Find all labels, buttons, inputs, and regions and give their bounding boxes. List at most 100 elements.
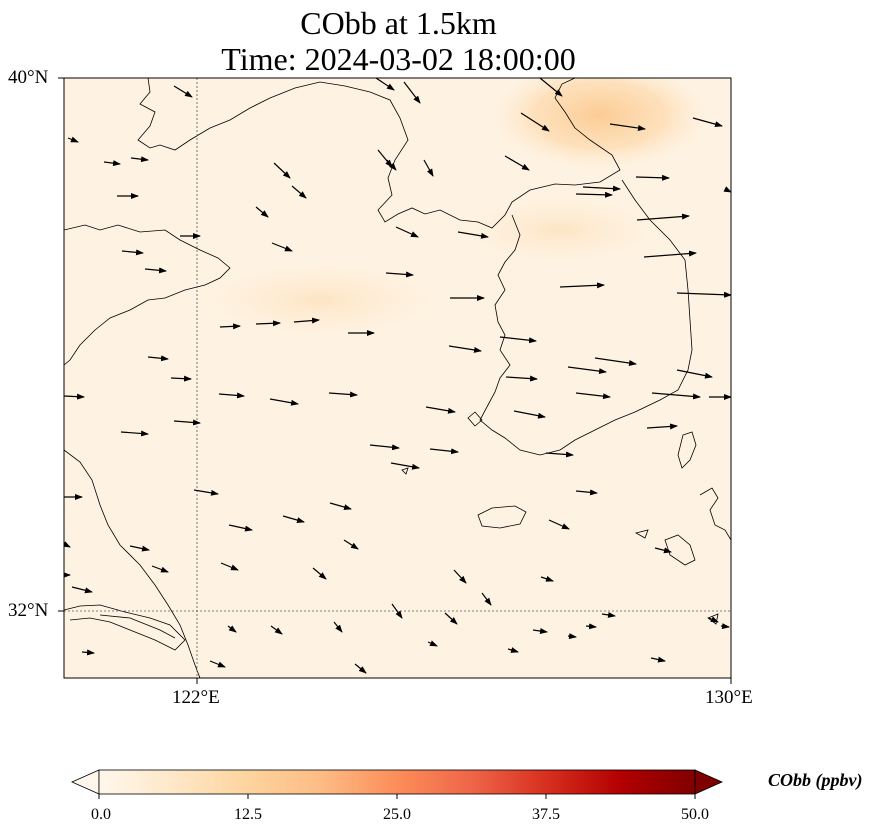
wind-arrow (540, 575, 554, 582)
wind-arrow (147, 355, 169, 362)
wind-arrow (594, 357, 637, 366)
wind-arrow (444, 612, 458, 625)
wind-arrow (646, 423, 678, 430)
wind-arrow (425, 406, 456, 414)
wind-arrow (636, 213, 690, 221)
wind-arrow (429, 448, 459, 455)
colorbar-tick-2: 25.0 (383, 806, 411, 823)
wind-arrow (403, 81, 421, 104)
wind-arrow (390, 462, 420, 470)
colorbar-title: CObb (ppbv) (768, 770, 863, 790)
wind-arrow (720, 623, 730, 630)
wind-arrow (64, 541, 71, 548)
wind-arrow (385, 271, 414, 278)
map-title-line2: Time: 2024-03-02 18:00:00 (221, 41, 576, 77)
wind-arrow (520, 112, 550, 132)
wind-arrow (575, 191, 613, 198)
wind-arrow (585, 623, 597, 630)
wind-arrow (676, 291, 731, 298)
wind-arrow (427, 640, 438, 647)
wind-arrow (575, 489, 598, 496)
wind-arrow (507, 647, 519, 653)
axis-ticks (58, 77, 732, 684)
wind-arrow (692, 117, 723, 128)
wind-arrow (312, 567, 327, 580)
wind-arrow (499, 336, 537, 344)
wind-arrow (282, 515, 305, 523)
wind-arrow (293, 317, 320, 324)
wind-arrow (170, 375, 192, 382)
wind-arrow (343, 539, 359, 550)
wind-arrow (129, 545, 150, 552)
wind-arrow (423, 159, 434, 177)
wind-arrow (219, 323, 241, 330)
wind-arrow (601, 611, 616, 618)
high-concentration-plume (480, 78, 720, 175)
wind-arrow (67, 136, 79, 143)
wind-vectors (64, 78, 731, 674)
wind-arrow (532, 628, 548, 634)
wind-arrow (375, 78, 395, 91)
wind-arrow (144, 267, 167, 274)
wind-arrow (273, 162, 291, 179)
colorbar-tick-0: 0.0 (91, 806, 111, 823)
wind-arrow (457, 231, 489, 239)
map-frame (63, 77, 732, 679)
wind-arrow (643, 250, 697, 258)
wind-arrow (453, 569, 467, 584)
wind-arrow (81, 649, 95, 656)
wind-arrow (209, 660, 226, 668)
wind-arrow (635, 174, 670, 181)
wind-arrow (270, 625, 283, 635)
wind-arrow (173, 85, 193, 98)
wind-arrow (548, 519, 570, 530)
colorbar-tick-4: 50.0 (681, 806, 709, 823)
wind-arrow (481, 592, 492, 606)
lon-label-122e: 122°E (172, 687, 220, 708)
colorbar-tick-3: 37.5 (532, 806, 560, 823)
wind-arrow (651, 392, 701, 400)
wind-arrow (333, 621, 343, 633)
wind-arrow (391, 603, 403, 619)
wind-arrow (64, 393, 85, 400)
wind-arrow (559, 282, 605, 289)
lat-label-40n: 40°N (8, 67, 49, 88)
wind-arrow (228, 524, 253, 532)
wind-arrow (120, 430, 149, 437)
moderate-concentration-band (160, 250, 480, 350)
wind-arrow (567, 633, 577, 640)
wind-arrow (227, 625, 237, 633)
wind-arrow (121, 249, 144, 256)
wind-arrow (539, 78, 563, 97)
wind-arrow (130, 156, 149, 163)
wind-arrow (575, 392, 611, 400)
wind-arrow (545, 451, 574, 458)
wind-arrow (582, 185, 621, 192)
colorbar (71, 769, 723, 799)
wind-arrow (654, 547, 672, 554)
wind-arrow (567, 366, 607, 375)
colorbar-tick-1: 12.5 (234, 806, 262, 823)
lat-label-32n: 32°N (8, 600, 49, 621)
wind-arrow (151, 565, 169, 573)
wind-arrow (173, 419, 201, 426)
wind-arrow (708, 616, 719, 623)
wind-arrow (269, 398, 299, 406)
wind-arrow (504, 155, 530, 171)
wind-arrow (328, 391, 358, 398)
wind-arrow (609, 123, 646, 131)
wind-arrow (354, 663, 367, 674)
wind-arrow (193, 489, 219, 496)
wind-arrow (71, 586, 93, 594)
wind-arrow (218, 392, 245, 399)
wind-arrow (255, 320, 281, 327)
wind-arrow (513, 410, 546, 419)
wind-arrow (395, 226, 419, 238)
wind-arrow (650, 656, 666, 663)
wind-arrow (329, 502, 352, 510)
wind-arrow (271, 242, 293, 252)
wind-arrow (103, 160, 121, 167)
wind-arrow (369, 444, 400, 451)
colorbar-gradient (98, 769, 696, 795)
